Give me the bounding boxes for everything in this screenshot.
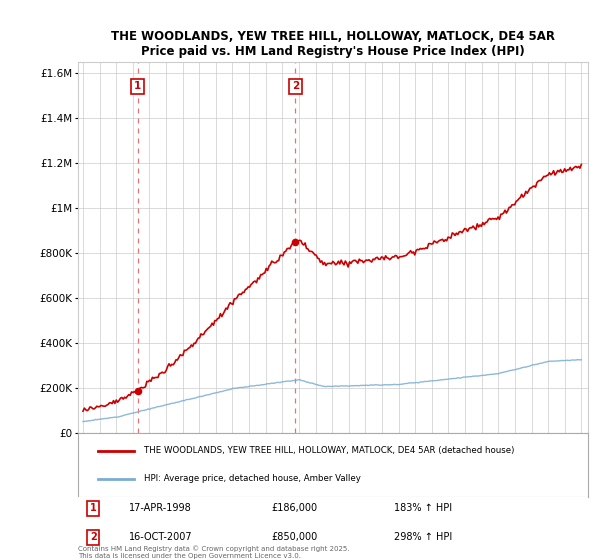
Text: Contains HM Land Registry data © Crown copyright and database right 2025.
This d: Contains HM Land Registry data © Crown c…: [78, 545, 349, 559]
Text: 17-APR-1998: 17-APR-1998: [129, 503, 192, 513]
Text: £186,000: £186,000: [272, 503, 318, 513]
Text: 16-OCT-2007: 16-OCT-2007: [129, 533, 193, 542]
Text: 1: 1: [134, 81, 141, 91]
Text: 1: 1: [90, 503, 97, 513]
Text: HPI: Average price, detached house, Amber Valley: HPI: Average price, detached house, Ambe…: [145, 474, 361, 483]
Title: THE WOODLANDS, YEW TREE HILL, HOLLOWAY, MATLOCK, DE4 5AR
Price paid vs. HM Land : THE WOODLANDS, YEW TREE HILL, HOLLOWAY, …: [111, 30, 555, 58]
Text: 298% ↑ HPI: 298% ↑ HPI: [394, 533, 452, 542]
Text: 2: 2: [292, 81, 299, 91]
Text: THE WOODLANDS, YEW TREE HILL, HOLLOWAY, MATLOCK, DE4 5AR (detached house): THE WOODLANDS, YEW TREE HILL, HOLLOWAY, …: [145, 446, 515, 455]
Point: [290, 237, 300, 246]
Text: 183% ↑ HPI: 183% ↑ HPI: [394, 503, 452, 513]
Point: [133, 386, 142, 395]
Text: £850,000: £850,000: [272, 533, 318, 542]
Text: 2: 2: [90, 533, 97, 542]
